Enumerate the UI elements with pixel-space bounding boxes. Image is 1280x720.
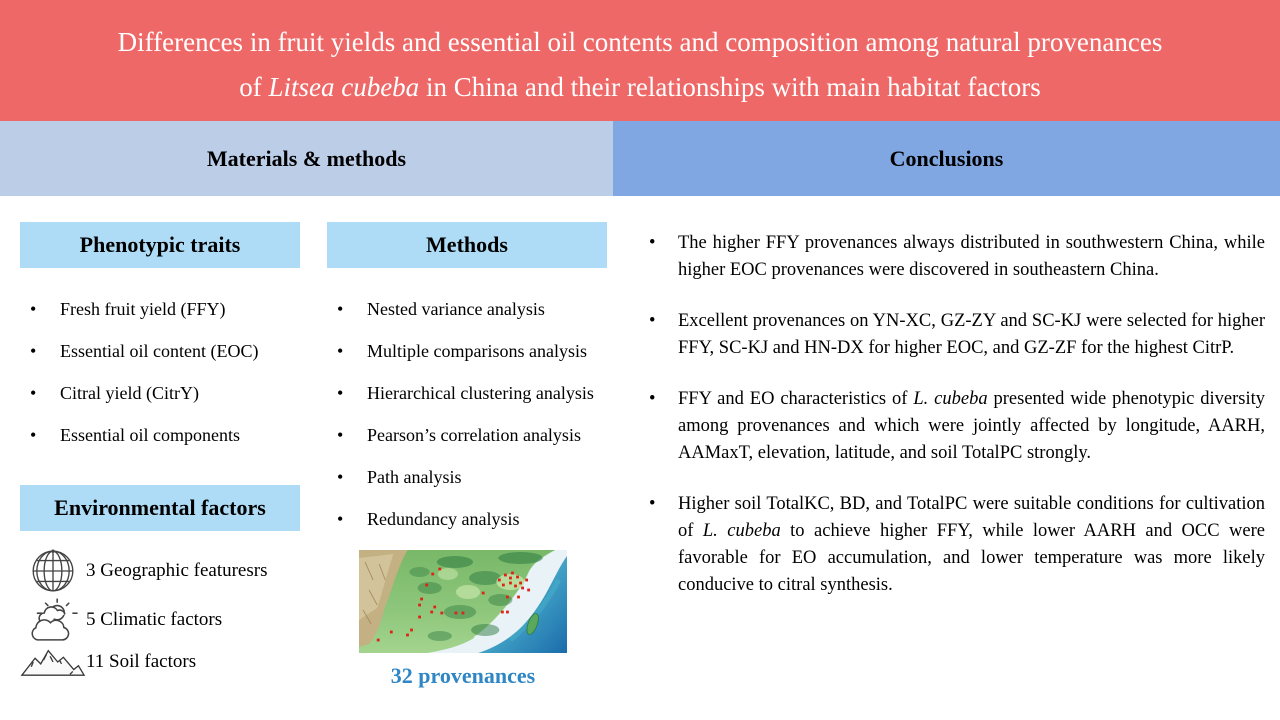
- conclusion-text: presented wide phenotypic diversity amon…: [678, 389, 1265, 463]
- climatic-factors-row: 5 Climatic factors: [20, 597, 312, 643]
- china-provenance-map: [359, 550, 567, 653]
- methods-list: Nested variance analysis Multiple compar…: [327, 298, 623, 531]
- method-item: Hierarchical clustering analysis: [327, 382, 623, 405]
- method-item: Multiple comparisons analysis: [327, 340, 623, 363]
- conclusion-text: to achieve higher FFY, while lower AARH …: [678, 521, 1265, 595]
- globe-icon: [20, 547, 86, 595]
- soil-factors-row: 11 Soil factors: [20, 645, 312, 679]
- phenotypic-item: Fresh fruit yield (FFY): [20, 298, 312, 321]
- tab-materials-methods[interactable]: Materials & methods: [0, 121, 613, 196]
- climatic-factors-label: 5 Climatic factors: [86, 609, 223, 630]
- cloud-sun-icon: [20, 597, 86, 643]
- title-line2-post: in China and their relationships with ma…: [419, 72, 1041, 102]
- phenotypic-traits-list: Fresh fruit yield (FFY) Essential oil co…: [20, 298, 312, 447]
- conclusion-bullet: Excellent provenances on YN-XC, GZ-ZY an…: [641, 308, 1265, 362]
- conclusions-panel: The higher FFY provenances always distri…: [641, 196, 1265, 623]
- conclusions-list: The higher FFY provenances always distri…: [641, 230, 1265, 599]
- conclusion-bullet: The higher FFY provenances always distri…: [641, 230, 1265, 284]
- title-banner: Differences in fruit yields and essentia…: [0, 0, 1280, 121]
- methods-column: Methods Nested variance analysis Multipl…: [327, 196, 623, 689]
- methods-title: Methods: [426, 232, 508, 257]
- environmental-factors-list: 3 Geographic featuresrs: [20, 547, 312, 679]
- method-item: Pearson’s correlation analysis: [327, 424, 623, 447]
- tab-materials-methods-label: Materials & methods: [206, 145, 407, 171]
- conclusion-text: Excellent provenances on YN-XC, GZ-ZY an…: [678, 311, 1265, 358]
- map-markers: [376, 567, 531, 642]
- species-name-italic: L. cubeba: [702, 521, 781, 541]
- conclusion-text: Higher soil TotalKC, BD, and TotalPC wer…: [678, 494, 1265, 541]
- methods-header: Methods: [327, 222, 607, 268]
- tab-conclusions-label: Conclusions: [889, 145, 1004, 171]
- environmental-factors-header: Environmental factors: [20, 485, 300, 531]
- species-name-italic: Litsea cubeba: [268, 72, 420, 102]
- phenotypic-column: Phenotypic traits Fresh fruit yield (FFY…: [20, 196, 312, 681]
- title-line2-pre: of: [239, 72, 269, 102]
- conclusion-text: FFY and EO characteristics of: [678, 389, 914, 409]
- content-area: Phenotypic traits Fresh fruit yield (FFY…: [0, 196, 1280, 689]
- provenances-count-label: 32 provenances: [390, 663, 536, 688]
- method-item: Path analysis: [327, 466, 623, 489]
- phenotypic-item: Essential oil content (EOC): [20, 340, 312, 363]
- conclusion-text: The higher FFY provenances always distri…: [678, 233, 1265, 280]
- phenotypic-traits-header: Phenotypic traits: [20, 222, 300, 268]
- phenotypic-item: Essential oil components: [20, 424, 312, 447]
- geographic-features-row: 3 Geographic featuresrs: [20, 547, 312, 595]
- method-item: Nested variance analysis: [327, 298, 623, 321]
- conclusion-bullet: FFY and EO characteristics of L. cubeba …: [641, 386, 1265, 467]
- environmental-factors-title: Environmental factors: [54, 495, 266, 520]
- section-tabs: Materials & methods Conclusions: [0, 121, 1280, 196]
- conclusion-bullet: Higher soil TotalKC, BD, and TotalPC wer…: [641, 491, 1265, 599]
- page-title-line2: of Litsea cubeba in China and their rela…: [0, 65, 1280, 110]
- soil-factors-label: 11 Soil factors: [86, 651, 197, 672]
- method-item: Redundancy analysis: [327, 508, 623, 531]
- tab-conclusions[interactable]: Conclusions: [613, 121, 1280, 196]
- page-title-line1: Differences in fruit yields and essentia…: [117, 27, 1163, 57]
- geographic-features-label: 3 Geographic featuresrs: [86, 560, 268, 581]
- phenotypic-traits-title: Phenotypic traits: [79, 232, 241, 257]
- species-name-italic: L. cubeba: [913, 389, 988, 409]
- mountains-icon: [20, 645, 86, 679]
- phenotypic-item: Citral yield (CitrY): [20, 382, 312, 405]
